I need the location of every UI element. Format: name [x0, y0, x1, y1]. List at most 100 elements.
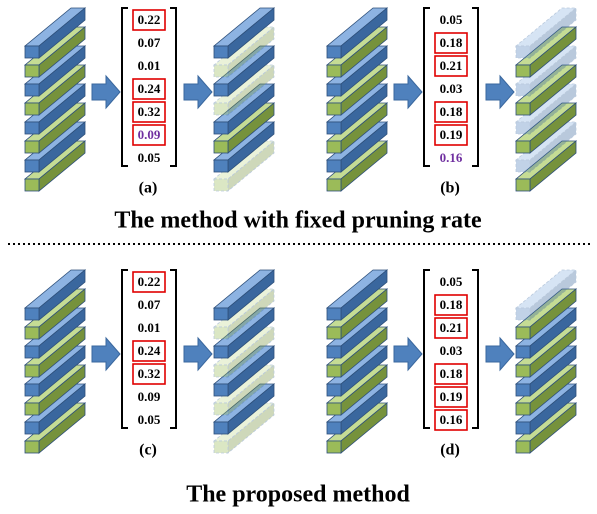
weight-value: 0.19 [440, 389, 463, 404]
weight-value: 0.32 [138, 104, 161, 119]
slab-front [214, 141, 228, 153]
slab-front [25, 65, 39, 77]
slab-front [214, 103, 228, 115]
slab-front [25, 103, 39, 115]
weight-value: 0.01 [138, 320, 161, 335]
panel-label: (c) [139, 442, 157, 459]
weight-value: 0.16 [440, 150, 463, 165]
slab-front [25, 84, 39, 96]
slab-front [516, 422, 530, 434]
slab-front [327, 179, 341, 191]
slab-front [516, 160, 530, 172]
slab-front [516, 346, 530, 358]
weight-value: 0.07 [138, 35, 161, 50]
slab-front [327, 384, 341, 396]
panel-label: (b) [440, 180, 460, 197]
arrow [92, 76, 120, 108]
slab-front [327, 403, 341, 415]
slab-front [25, 141, 39, 153]
arrow [184, 76, 212, 108]
weight-value: 0.07 [138, 297, 161, 312]
bracket [472, 270, 478, 428]
slab-front [214, 441, 228, 453]
slab-front [327, 141, 341, 153]
weight-value: 0.05 [138, 412, 161, 427]
weight-value: 0.21 [440, 58, 463, 73]
slab-front [327, 327, 341, 339]
section-title: The proposed method [186, 482, 410, 508]
slab-front [25, 160, 39, 172]
slab-front [516, 84, 530, 96]
figure: The method with fixed pruning rate The p… [0, 0, 597, 514]
bracket [122, 270, 128, 428]
slab-front [327, 65, 341, 77]
weight-value: 0.18 [440, 35, 463, 50]
slab-front [214, 403, 228, 415]
weight-value: 0.19 [440, 127, 463, 142]
arrow [92, 338, 120, 370]
panel: 0.050.180.210.030.180.190.16(b) [327, 8, 576, 197]
slab-front [214, 179, 228, 191]
arrow [184, 338, 212, 370]
slab-front [25, 308, 39, 320]
slab-front [516, 384, 530, 396]
slab-front [516, 141, 530, 153]
weight-value: 0.32 [138, 366, 161, 381]
slab-front [516, 403, 530, 415]
weight-value: 0.22 [138, 274, 161, 289]
arrow [394, 76, 422, 108]
bracket [424, 270, 430, 428]
slab-front [214, 422, 228, 434]
slab-front [214, 327, 228, 339]
slab-front [327, 46, 341, 58]
panel-label: (a) [139, 180, 158, 197]
slab-front [516, 365, 530, 377]
weight-value: 0.18 [440, 104, 463, 119]
slab-front [25, 441, 39, 453]
weight-value: 0.16 [440, 412, 463, 427]
weight-value: 0.24 [138, 81, 161, 96]
weight-value: 0.03 [440, 343, 463, 358]
slab-front [327, 441, 341, 453]
slab-front [25, 365, 39, 377]
slab-front [327, 160, 341, 172]
panel: 0.050.180.210.030.180.190.16(d) [327, 270, 576, 459]
slab-front [214, 84, 228, 96]
slab-front [214, 160, 228, 172]
slab-front [516, 46, 530, 58]
slab-front [25, 422, 39, 434]
slab-front [25, 122, 39, 134]
slab-front [214, 346, 228, 358]
slab-front [25, 327, 39, 339]
slab-front [516, 65, 530, 77]
slab-front [327, 103, 341, 115]
bracket [122, 8, 128, 166]
arrow [486, 76, 514, 108]
bracket [424, 8, 430, 166]
weight-value: 0.09 [138, 389, 161, 404]
slab-front [25, 403, 39, 415]
slab-front [327, 122, 341, 134]
weight-value: 0.05 [138, 150, 161, 165]
slab-front [516, 179, 530, 191]
bracket [472, 8, 478, 166]
weight-value: 0.05 [440, 274, 463, 289]
weight-value: 0.21 [440, 320, 463, 335]
bracket [170, 270, 176, 428]
slab-front [25, 346, 39, 358]
panel: 0.220.070.010.240.320.090.05(c) [25, 270, 274, 459]
slab-front [214, 65, 228, 77]
section-title: The method with fixed pruning rate [114, 208, 482, 234]
weight-value: 0.01 [138, 58, 161, 73]
slab-front [214, 365, 228, 377]
weight-value: 0.18 [440, 297, 463, 312]
slab-front [516, 122, 530, 134]
slab-front [214, 308, 228, 320]
weight-value: 0.05 [440, 12, 463, 27]
slab-front [327, 84, 341, 96]
arrow [486, 338, 514, 370]
slab-front [25, 46, 39, 58]
slab-front [516, 308, 530, 320]
slab-front [327, 422, 341, 434]
slab-front [214, 46, 228, 58]
